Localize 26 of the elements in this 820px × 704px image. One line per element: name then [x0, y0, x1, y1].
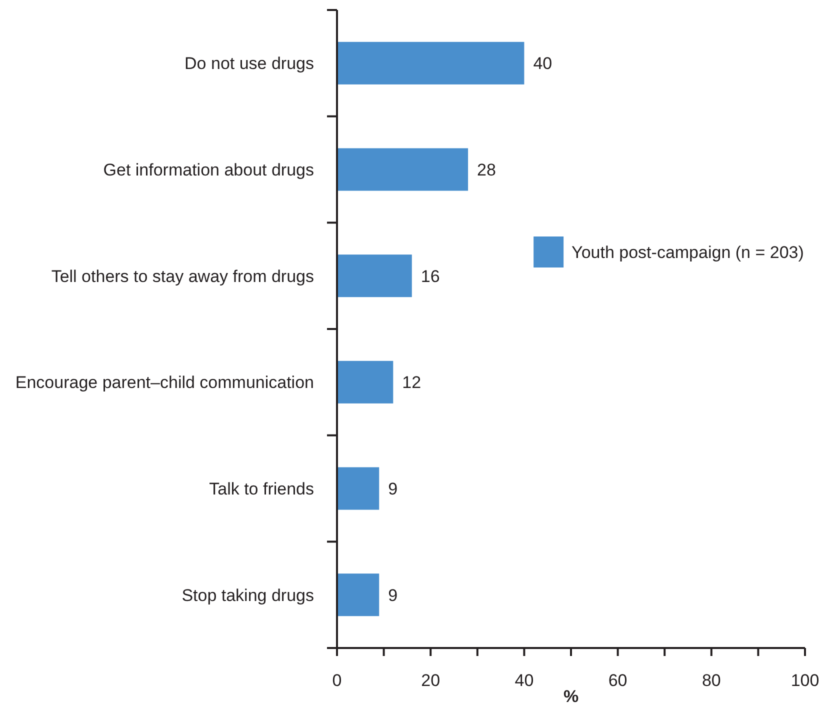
y-tick-label: Stop taking drugs — [182, 586, 314, 605]
data-label: 9 — [388, 479, 398, 498]
data-label: 40 — [533, 54, 552, 74]
x-tick-label: 20 — [421, 671, 440, 690]
bar — [337, 42, 524, 84]
x-tick-label: 60 — [608, 671, 628, 690]
y-tick-label: Talk to friends — [209, 479, 314, 498]
x-tick-label: 40 — [514, 671, 534, 690]
data-label: 12 — [402, 373, 422, 392]
x-tick-label: 0 — [332, 671, 342, 690]
bar — [337, 574, 380, 616]
bar — [337, 360, 394, 404]
y-tick-label: Tell others to stay away from drugs — [51, 266, 314, 286]
data-label: 16 — [420, 266, 440, 286]
bar — [337, 254, 412, 298]
x-axis-title: % — [563, 687, 579, 704]
data-label: 28 — [477, 160, 496, 180]
x-tick-label: 100 — [790, 671, 820, 690]
y-tick-label: Get information about drugs — [103, 160, 314, 180]
y-tick-label: Encourage parent–child communication — [15, 373, 314, 392]
x-tick-label: 80 — [702, 671, 721, 690]
legend-label: Youth post-campaign (n = 203) — [572, 242, 804, 262]
y-tick-label: Do not use drugs — [184, 54, 314, 74]
bar — [337, 148, 468, 191]
data-label: 9 — [388, 586, 398, 605]
bar — [337, 467, 380, 510]
